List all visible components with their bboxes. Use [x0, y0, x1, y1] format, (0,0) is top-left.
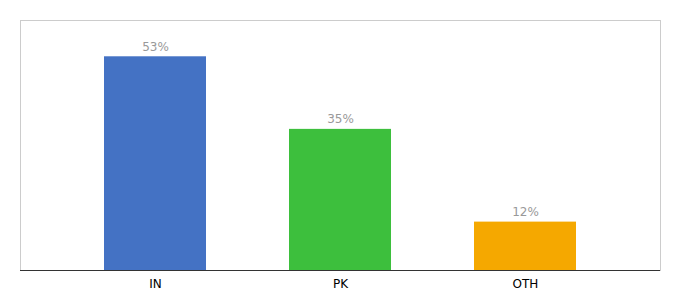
svg-text:35%: 35%: [327, 112, 354, 126]
svg-text:53%: 53%: [142, 40, 169, 54]
svg-text:OTH: OTH: [513, 277, 539, 291]
svg-text:12%: 12%: [512, 205, 539, 219]
svg-text:PK: PK: [333, 277, 349, 291]
svg-text:IN: IN: [149, 277, 162, 291]
